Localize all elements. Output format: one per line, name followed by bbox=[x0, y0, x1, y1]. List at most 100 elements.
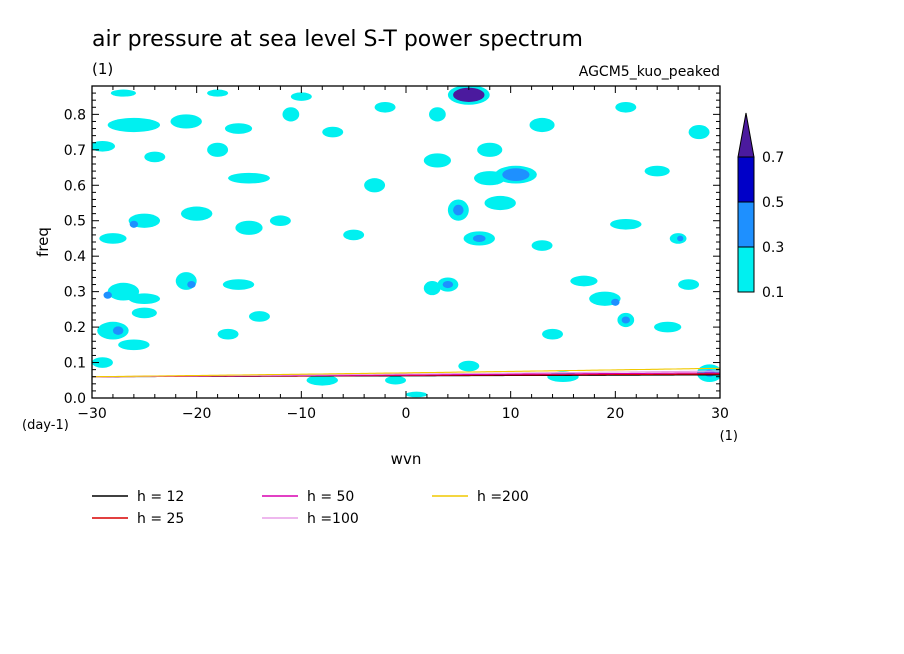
contour-patch bbox=[615, 101, 637, 113]
contour-patch bbox=[621, 316, 630, 324]
contour-patch bbox=[92, 140, 116, 152]
contour-patch bbox=[144, 151, 166, 163]
contour-patch bbox=[458, 360, 480, 372]
x-tick-label: −10 bbox=[287, 406, 317, 422]
contour-patch bbox=[610, 218, 642, 230]
contour-patch bbox=[207, 142, 229, 157]
contour-patch bbox=[472, 234, 486, 242]
y-tick-label: 0.3 bbox=[64, 285, 86, 301]
colorbar-swatch bbox=[737, 246, 755, 293]
legend-label: h =100 bbox=[307, 511, 359, 527]
contour-patch bbox=[570, 275, 598, 287]
contour-patch bbox=[269, 215, 291, 227]
contour-patch bbox=[128, 293, 161, 305]
chart-subtitle-right: AGCM5_kuo_peaked bbox=[579, 64, 720, 80]
legend-label: h = 25 bbox=[137, 511, 184, 527]
contour-patch bbox=[222, 279, 255, 290]
contour-patch bbox=[406, 391, 427, 398]
contour-patch bbox=[224, 123, 253, 134]
contour-patch bbox=[644, 165, 670, 177]
contour-patch bbox=[364, 178, 386, 193]
contour-patch bbox=[611, 298, 620, 306]
plot-area bbox=[91, 85, 721, 399]
contour-patch bbox=[654, 321, 682, 333]
contour-patch bbox=[374, 101, 396, 113]
contour-patch bbox=[92, 357, 113, 368]
colorbar-arrow bbox=[737, 112, 755, 158]
contour-patch bbox=[228, 172, 270, 184]
contour-patch bbox=[423, 153, 452, 168]
y-axis-label: freq bbox=[34, 227, 52, 257]
contour-patch bbox=[423, 281, 441, 296]
contour-patch bbox=[180, 206, 213, 221]
x-tick-label: −30 bbox=[77, 406, 107, 422]
y-tick-label: 0.0 bbox=[64, 391, 86, 407]
contour-patch bbox=[322, 126, 344, 138]
x-tick-label: 10 bbox=[502, 406, 520, 422]
x-tick-label: 0 bbox=[402, 406, 411, 422]
y-tick-label: 0.7 bbox=[64, 143, 86, 159]
x-axis-ticks: −30 −20 −10 0 10 20 30 bbox=[77, 86, 729, 422]
y-tick-label: 0.5 bbox=[64, 214, 86, 230]
contour-patch bbox=[531, 240, 553, 251]
y-axis-ticks: 0.0 0.1 0.2 0.3 0.4 0.5 0.6 0.7 0.8 bbox=[64, 85, 720, 407]
contour-patch bbox=[453, 87, 485, 102]
colorbar-swatch bbox=[737, 156, 755, 203]
contour-patch bbox=[502, 168, 530, 182]
colorbar-label: 0.5 bbox=[762, 195, 784, 211]
y-tick-label: 0.2 bbox=[64, 320, 86, 336]
chart-subtitle-left: (1) bbox=[92, 60, 113, 78]
contour-patch bbox=[343, 229, 365, 241]
legend: h = 12 h = 25 h = 50 h =100 h =200 bbox=[92, 489, 529, 527]
contour-patch bbox=[110, 89, 136, 97]
chart-title: air pressure at sea level S-T power spec… bbox=[92, 27, 583, 52]
x-tick-label: −20 bbox=[182, 406, 212, 422]
colorbar: 0.1 0.3 0.5 0.7 bbox=[737, 112, 784, 301]
y-tick-label: 0.8 bbox=[64, 107, 86, 123]
contour-patch bbox=[235, 220, 263, 235]
contour-patch bbox=[306, 374, 338, 386]
contour-patch bbox=[484, 195, 516, 211]
contour-patch bbox=[107, 117, 161, 133]
x-tick-label: 30 bbox=[711, 406, 729, 422]
contour-patch bbox=[542, 328, 563, 340]
contour-patch bbox=[529, 117, 555, 133]
contour-patch bbox=[129, 220, 139, 228]
contour-patch bbox=[477, 142, 503, 157]
contour-patch bbox=[112, 326, 124, 335]
contour-patch bbox=[187, 281, 196, 289]
legend-label: h =200 bbox=[477, 489, 529, 505]
x-axis-unit: (1) bbox=[720, 429, 738, 444]
contour-patch bbox=[688, 125, 710, 140]
x-tick-label: 20 bbox=[606, 406, 624, 422]
y-axis-unit: (day-1) bbox=[22, 418, 69, 433]
x-axis-label: wvn bbox=[391, 450, 422, 468]
legend-label: h = 50 bbox=[307, 489, 354, 505]
contour-patch bbox=[282, 107, 300, 122]
colorbar-label: 0.7 bbox=[762, 150, 784, 166]
plot-background bbox=[92, 86, 720, 398]
y-tick-label: 0.4 bbox=[64, 249, 86, 265]
dispersion-curves bbox=[92, 367, 720, 378]
contour-patch bbox=[249, 311, 270, 322]
contour-patch bbox=[429, 107, 446, 122]
contour-patch bbox=[170, 114, 202, 129]
contour-patch bbox=[217, 328, 239, 340]
dispersion-curve bbox=[92, 367, 720, 378]
contour-patch bbox=[677, 235, 684, 242]
legend-label: h = 12 bbox=[137, 489, 184, 505]
contour-patch bbox=[207, 89, 229, 97]
contour-patch bbox=[453, 204, 464, 216]
colorbar-swatch bbox=[737, 201, 755, 248]
contour-patch bbox=[118, 339, 150, 351]
colorbar-label: 0.1 bbox=[762, 285, 784, 301]
contour-patch bbox=[442, 281, 454, 289]
contour-patch bbox=[99, 233, 127, 244]
contour-patch bbox=[103, 291, 112, 299]
contour-patch bbox=[131, 307, 157, 319]
y-tick-label: 0.6 bbox=[64, 178, 86, 194]
contour-patch bbox=[678, 279, 700, 290]
contour-patch bbox=[385, 376, 406, 385]
contour-patch bbox=[290, 92, 312, 101]
